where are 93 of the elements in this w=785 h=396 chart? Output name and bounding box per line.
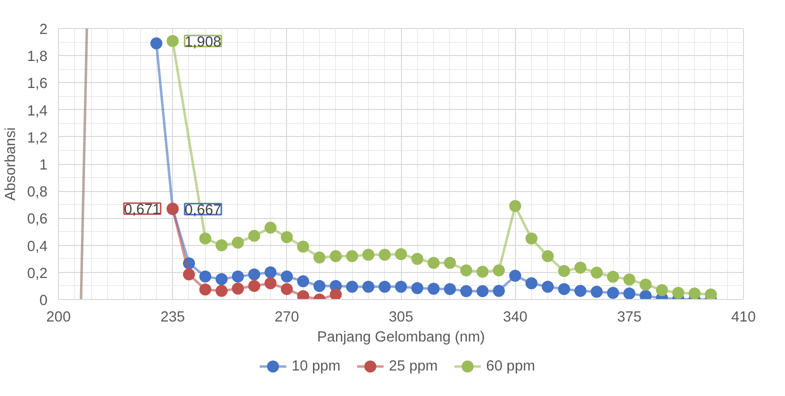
point <box>590 286 603 298</box>
point <box>248 280 260 292</box>
point <box>444 256 456 269</box>
point <box>558 283 570 296</box>
point <box>590 266 603 279</box>
point <box>574 262 586 274</box>
x-tick-label: 375 <box>617 310 642 326</box>
point <box>542 250 554 262</box>
y-tick-label: 0,6 <box>27 212 48 228</box>
point <box>378 280 391 293</box>
point <box>542 280 554 293</box>
y-tick-label: 2 <box>39 22 48 38</box>
point <box>574 284 586 297</box>
point <box>672 286 684 299</box>
x-tick-label: 340 <box>502 310 528 326</box>
point <box>297 275 310 288</box>
x-tick-label: 305 <box>388 310 414 326</box>
point <box>232 270 244 282</box>
point <box>607 286 620 299</box>
y-tick-label: 1,4 <box>27 103 48 120</box>
point <box>525 277 538 290</box>
legend-label: 10 ppm <box>292 358 340 374</box>
y-tick-label: 1,2 <box>27 130 48 146</box>
point <box>166 34 179 47</box>
point <box>444 283 456 296</box>
y-axis-title: Absorbansi <box>3 127 20 201</box>
point <box>509 270 522 282</box>
point <box>460 285 472 298</box>
point <box>378 248 391 261</box>
point <box>607 270 620 283</box>
point <box>460 264 472 276</box>
point <box>280 283 293 296</box>
y-tick-label: 0 <box>39 293 48 309</box>
point <box>656 284 668 296</box>
point <box>330 250 342 262</box>
point <box>362 280 374 293</box>
point <box>313 252 326 264</box>
point <box>216 284 228 297</box>
y-tick-label: 1,8 <box>27 49 48 66</box>
point <box>623 288 636 300</box>
point <box>411 252 424 265</box>
point <box>280 270 293 282</box>
y-tick-label: 0,8 <box>27 184 48 201</box>
point <box>182 257 195 270</box>
point <box>558 265 570 278</box>
x-tick-label: 235 <box>160 310 185 326</box>
point <box>232 282 244 295</box>
point <box>199 232 212 245</box>
point <box>264 277 277 290</box>
legend-label: 25 ppm <box>388 358 438 374</box>
point <box>476 285 489 298</box>
legend-label: 60 ppm <box>486 358 536 374</box>
point <box>216 273 228 286</box>
point <box>640 278 652 291</box>
point <box>232 236 244 249</box>
y-tick-label: 0,2 <box>27 266 48 282</box>
point <box>216 239 228 252</box>
point <box>525 232 538 245</box>
point <box>623 273 636 286</box>
point <box>395 280 407 293</box>
point <box>280 231 293 244</box>
point <box>688 288 701 300</box>
point <box>264 222 277 234</box>
point <box>150 37 162 50</box>
point <box>346 250 358 262</box>
point <box>199 283 212 296</box>
point <box>264 266 277 278</box>
point <box>297 240 310 253</box>
point <box>704 288 717 300</box>
y-tick-label: 1,6 <box>27 76 48 92</box>
point <box>509 200 522 212</box>
x-tick-label: 270 <box>274 310 300 326</box>
point <box>248 230 260 242</box>
x-tick-label: 410 <box>731 310 756 326</box>
y-tick-label: 0,4 <box>27 238 48 255</box>
x-tick-label: 200 <box>46 310 71 326</box>
point <box>362 248 374 261</box>
point <box>492 264 505 276</box>
point <box>395 248 407 260</box>
point <box>476 266 489 278</box>
point <box>313 280 326 292</box>
point <box>248 268 260 280</box>
point <box>640 290 652 300</box>
point <box>492 284 505 297</box>
y-tick-label: 1 <box>39 158 48 174</box>
point <box>411 282 424 294</box>
point <box>182 268 195 280</box>
x-axis-title: Panjang Gelombang (nm) <box>317 330 485 346</box>
point <box>199 270 212 282</box>
point <box>428 282 440 295</box>
point <box>330 288 342 300</box>
point <box>346 280 358 293</box>
point <box>428 256 440 269</box>
